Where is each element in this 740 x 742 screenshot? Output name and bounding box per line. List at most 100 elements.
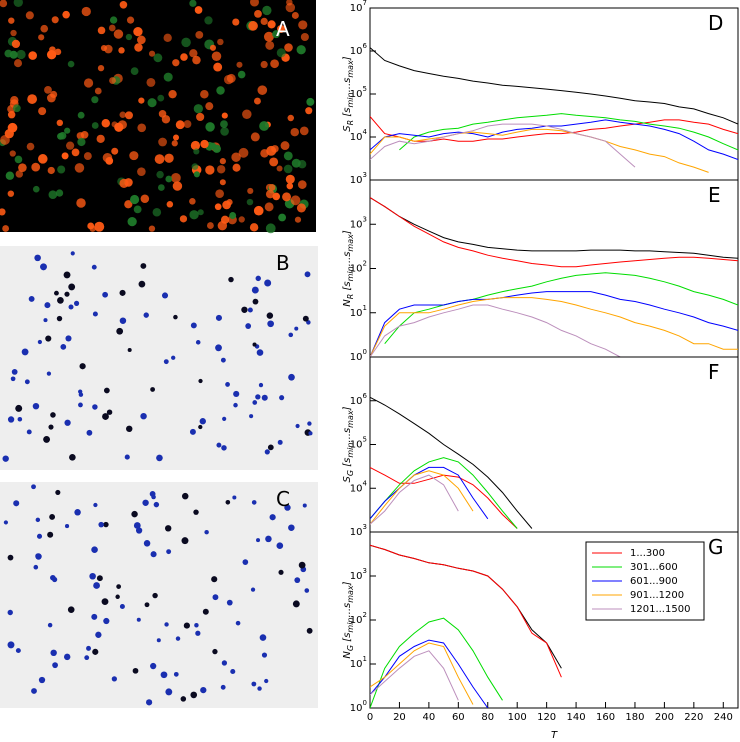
cell	[91, 96, 99, 104]
series-line	[370, 639, 489, 708]
cell	[132, 667, 139, 674]
cell	[102, 413, 109, 420]
cell	[189, 49, 198, 58]
cell	[153, 501, 160, 508]
cell	[288, 524, 295, 531]
x-tick-label: 220	[684, 712, 703, 723]
y-tick-label: 103	[350, 567, 367, 582]
cell	[164, 153, 174, 163]
cell	[250, 132, 260, 142]
cell	[57, 165, 66, 174]
cell	[251, 681, 257, 687]
cell	[126, 16, 135, 24]
cell	[254, 10, 262, 18]
cell	[147, 98, 157, 108]
cell	[133, 26, 143, 37]
cell	[202, 608, 209, 615]
cell	[161, 292, 169, 299]
cell	[64, 524, 70, 529]
cell	[204, 16, 213, 25]
cell	[145, 699, 153, 706]
cell	[266, 312, 274, 319]
x-tick-label: 240	[714, 712, 733, 723]
cell	[219, 179, 226, 186]
cell	[150, 551, 157, 558]
cell	[48, 424, 54, 430]
cell	[65, 141, 75, 150]
cell	[3, 520, 9, 525]
cell	[74, 509, 81, 516]
series-line	[370, 466, 489, 520]
cell	[163, 72, 173, 82]
cell	[18, 163, 27, 172]
cell	[64, 419, 71, 426]
cell	[193, 148, 200, 155]
cell	[246, 198, 254, 206]
cell	[119, 289, 126, 296]
cell	[285, 2, 296, 13]
cell	[47, 622, 53, 628]
y-axis-label-part: ]	[342, 56, 353, 61]
cell	[172, 181, 183, 191]
cell	[180, 696, 187, 702]
cell	[150, 662, 157, 670]
cell	[104, 44, 113, 54]
cell	[306, 97, 315, 106]
cell	[98, 521, 104, 528]
cell	[220, 684, 226, 690]
y-axis-label-part: S	[342, 476, 353, 483]
cell	[298, 561, 306, 569]
cell	[181, 492, 189, 500]
cell	[5, 171, 15, 180]
cell	[183, 120, 192, 128]
cell	[124, 454, 130, 460]
cell	[291, 158, 301, 168]
y-axis-label-part: max	[346, 60, 355, 78]
cell	[259, 634, 267, 641]
plot-frame	[369, 7, 739, 181]
cell	[305, 107, 313, 115]
y-axis-label-part: ...s	[342, 428, 353, 443]
cell	[151, 494, 156, 500]
cell	[296, 45, 306, 55]
y-tick-label: 103	[350, 523, 367, 538]
cell	[109, 16, 118, 24]
cell	[183, 622, 190, 629]
cell	[207, 222, 214, 229]
y-axis-label-part: max	[346, 585, 355, 603]
cell	[108, 24, 116, 32]
cell	[294, 216, 302, 223]
cell	[205, 102, 214, 111]
cell	[216, 442, 222, 448]
cell	[38, 676, 46, 684]
cell	[38, 154, 48, 164]
series-line	[370, 396, 533, 529]
series-line	[370, 457, 518, 529]
cell	[236, 61, 243, 68]
y-axis-label: NG [smin...smax]	[342, 581, 355, 658]
cell	[217, 220, 228, 231]
cells	[0, 0, 315, 706]
cell	[56, 315, 63, 322]
cell	[252, 298, 259, 305]
cell	[91, 613, 98, 620]
cell	[74, 300, 80, 306]
cell	[11, 369, 18, 375]
cell	[172, 59, 180, 67]
cell	[119, 1, 128, 9]
cell	[261, 394, 268, 401]
series-line	[370, 128, 709, 173]
cell	[131, 510, 138, 518]
cell	[247, 307, 253, 313]
panel-label: A	[276, 17, 290, 41]
cell	[283, 151, 293, 161]
cell	[124, 111, 133, 120]
cell	[129, 151, 139, 161]
cell	[294, 326, 299, 331]
cell	[282, 192, 292, 202]
cell	[62, 10, 70, 19]
cell	[124, 200, 133, 209]
cell	[101, 598, 109, 606]
series-line	[370, 304, 621, 357]
cell	[166, 549, 172, 555]
